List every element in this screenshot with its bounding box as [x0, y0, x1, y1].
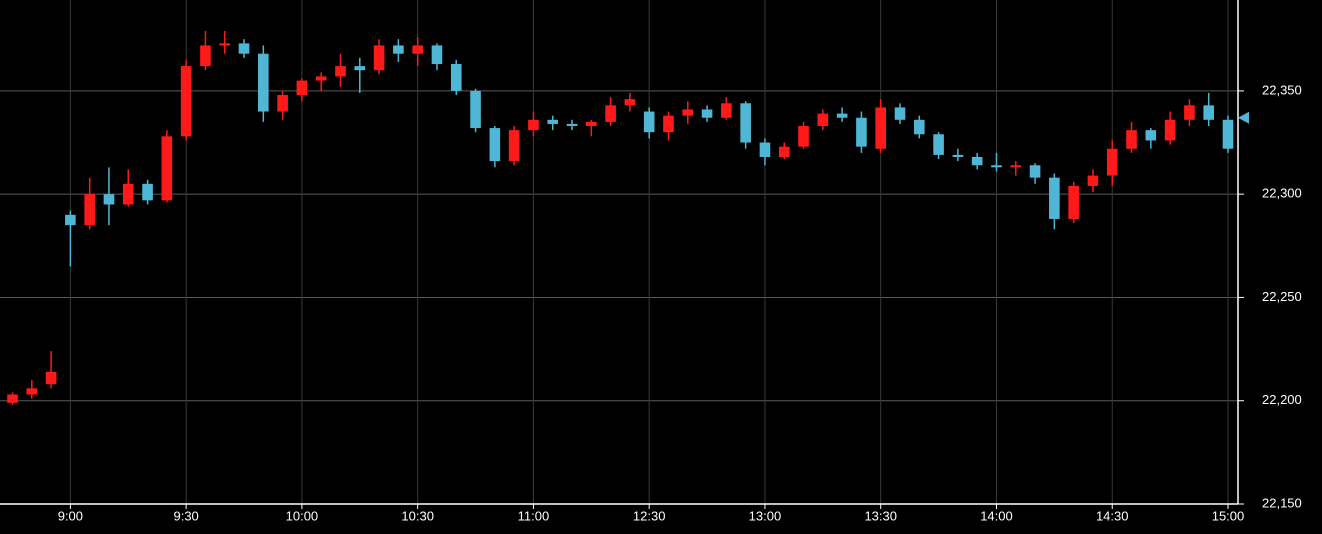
candle-body: [836, 113, 848, 118]
x-tick-label: 15:00: [1212, 508, 1245, 523]
candle-body: [489, 128, 501, 162]
candle-body: [1010, 165, 1022, 168]
x-tick-label: 13:00: [749, 508, 782, 523]
candle-body: [65, 214, 76, 226]
y-tick-label: 22,250: [1262, 289, 1302, 304]
candle-body: [161, 136, 173, 201]
candle-body: [721, 103, 732, 118]
candle-body: [219, 43, 231, 46]
candle-body: [238, 43, 250, 54]
candle-body: [1068, 185, 1079, 219]
candle-body: [913, 119, 925, 135]
x-tick-label: 11:00: [518, 508, 550, 523]
candle-body: [84, 194, 95, 226]
candle-body: [566, 123, 578, 126]
x-tick-label: 14:30: [1096, 508, 1129, 523]
x-tick-label: 10:30: [401, 508, 434, 523]
y-tick-label: 22,300: [1262, 186, 1302, 201]
candle-body: [528, 119, 539, 131]
candle-body: [200, 45, 211, 67]
candle-body: [335, 66, 346, 77]
y-tick-label: 22,150: [1262, 495, 1302, 510]
candle-body: [971, 156, 983, 166]
candle-body: [643, 111, 655, 133]
candle-body: [759, 142, 771, 157]
candle-body: [682, 109, 694, 116]
candle-body: [1184, 105, 1195, 120]
candle-body: [663, 115, 674, 133]
candle-body: [1106, 148, 1118, 176]
candle-body: [103, 194, 115, 205]
candle-body: [1126, 130, 1137, 149]
x-tick-label: 9:00: [58, 508, 83, 523]
candle-body: [180, 66, 192, 137]
x-tick-label: 14:00: [980, 508, 1013, 523]
candle-body: [624, 99, 636, 106]
candle-body: [142, 183, 153, 201]
last-price-marker: [1238, 111, 1249, 124]
y-tick-label: 22,350: [1262, 82, 1302, 97]
candle-body: [701, 109, 713, 118]
candle-body: [393, 45, 404, 54]
candle-body: [470, 90, 481, 129]
candle-body: [1222, 119, 1234, 149]
candle-body: [740, 103, 751, 143]
candle-body: [26, 388, 38, 395]
candle-body: [296, 80, 308, 96]
candle-body: [450, 64, 462, 91]
candle-body: [875, 107, 887, 149]
candle-body: [1029, 165, 1041, 178]
candle-body: [7, 394, 18, 403]
candle-body: [1087, 175, 1099, 186]
candle-body: [373, 45, 385, 71]
candle-body: [508, 130, 520, 162]
candle-body: [354, 66, 366, 71]
candle-body: [277, 95, 288, 112]
candle-body: [122, 183, 134, 205]
candle-body: [258, 53, 269, 112]
candle-body: [45, 371, 57, 385]
candle-body: [778, 146, 790, 157]
candle-body: [412, 45, 423, 54]
candle-body: [933, 134, 944, 155]
y-tick-label: 22,200: [1262, 392, 1302, 407]
candle-body: [798, 126, 809, 147]
candle-body: [431, 45, 443, 65]
x-tick-label: 10:00: [286, 508, 319, 523]
x-tick-label: 12:30: [633, 508, 666, 523]
candle-body: [1145, 130, 1157, 141]
candle-body: [1049, 177, 1060, 219]
candle-body: [817, 113, 829, 126]
x-tick-label: 9:30: [173, 508, 198, 523]
x-tick-label: 13:30: [864, 508, 897, 523]
candle-body: [586, 121, 597, 126]
candle-body: [1203, 105, 1215, 120]
candle-body: [315, 76, 327, 81]
candle-body: [991, 165, 1002, 168]
candle-body: [952, 154, 964, 157]
candle-body: [894, 107, 906, 120]
candle-body: [605, 105, 616, 122]
candle-body: [547, 119, 559, 124]
candle-body: [856, 117, 867, 147]
candle-body: [1164, 119, 1176, 141]
